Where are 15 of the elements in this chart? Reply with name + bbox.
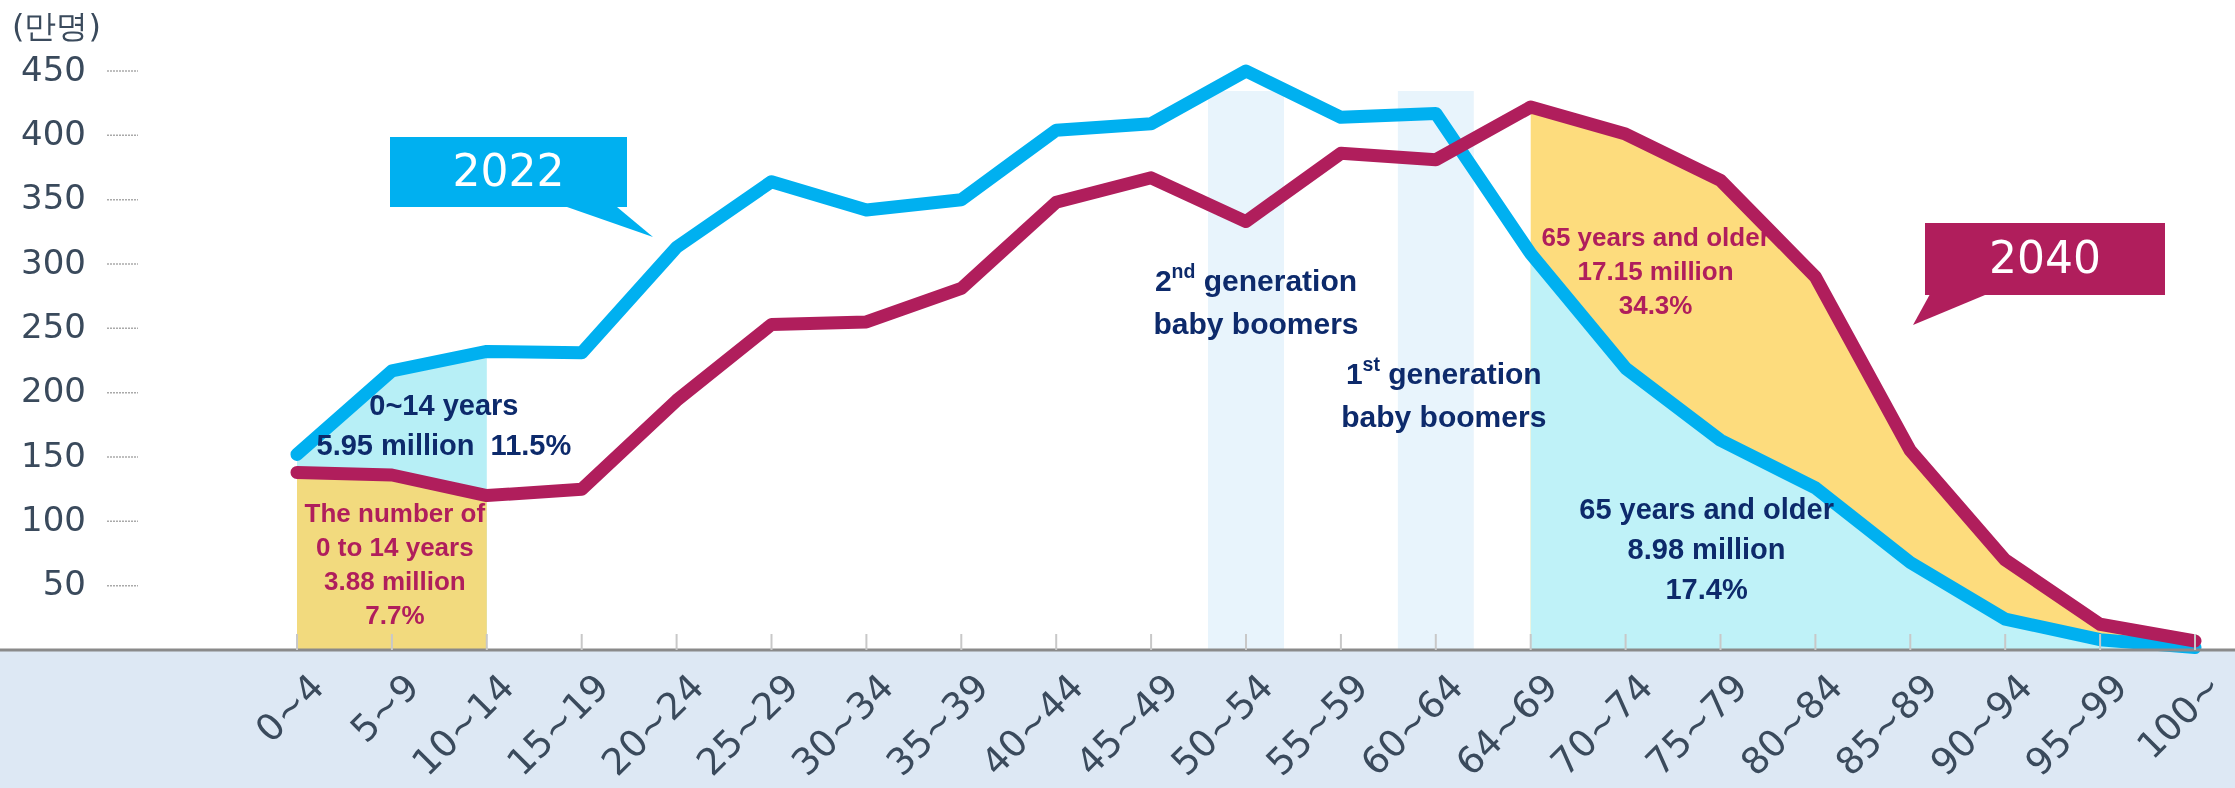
y-tick-label: 200 — [21, 370, 86, 411]
y-tick-label: 100 — [21, 498, 86, 539]
y-axis-title: (만명) — [12, 7, 101, 45]
y-tick-label: 250 — [21, 305, 86, 346]
band-label: 2$^{nd}$ generation baby boomers — [1153, 259, 1359, 341]
band-label: 1$^{st}$ generation baby boomers — [1341, 352, 1547, 434]
y-tick-label: 50 — [42, 563, 86, 604]
y-tick-label: 450 — [21, 48, 86, 89]
annotation: 0~14 years 5.95 million 11.5% — [316, 389, 572, 462]
y-tick-label: 350 — [21, 177, 86, 218]
annotation: The number of 0 to 14 years 3.88 million 7.7% — [304, 498, 486, 631]
y-tick-label: 400 — [21, 112, 86, 153]
y-tick-label: 300 — [21, 241, 86, 282]
annotation: 65 years and older 8.98 million 17.4% — [1579, 492, 1834, 605]
y-tick-label: 150 — [21, 434, 86, 475]
